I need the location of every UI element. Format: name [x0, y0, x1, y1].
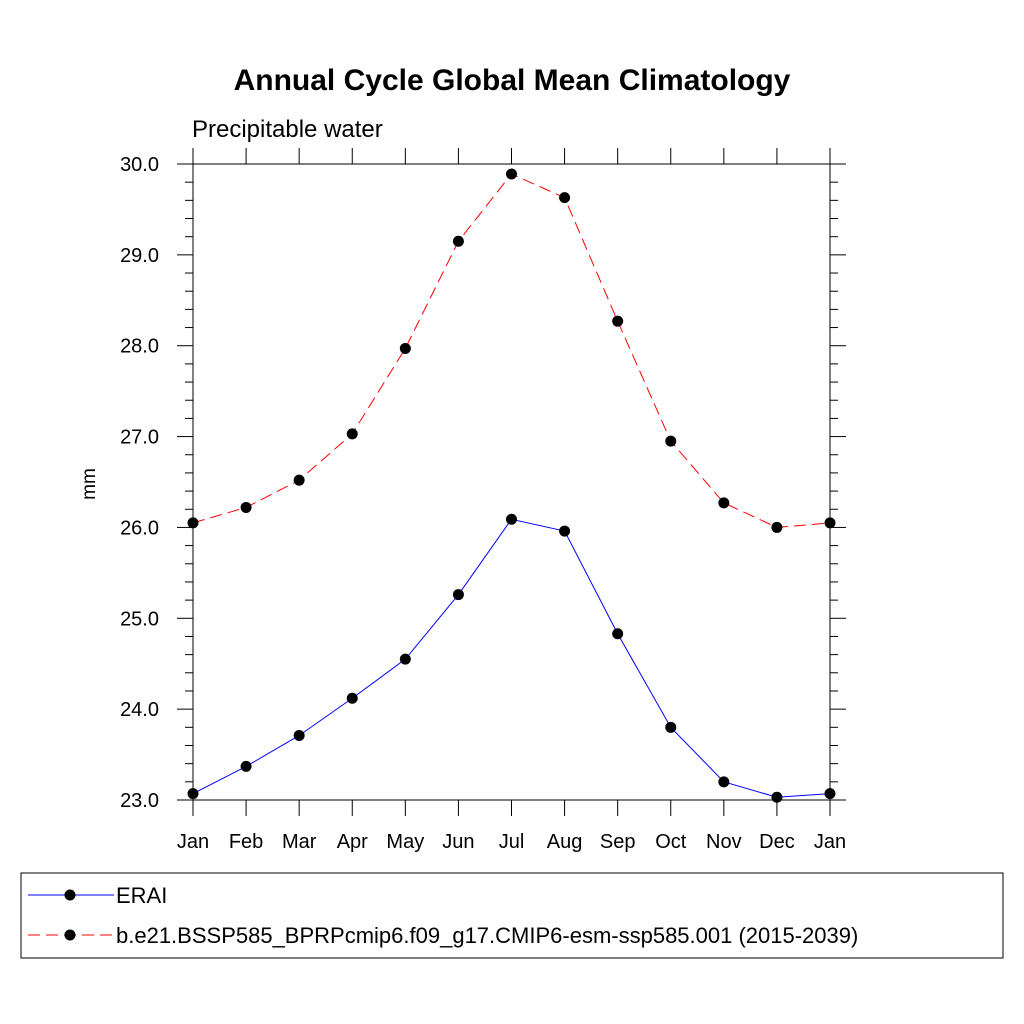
- x-tick-label: Apr: [337, 831, 368, 853]
- data-point: [665, 721, 677, 733]
- y-tick-label: 24.0: [120, 699, 159, 721]
- y-tick-label: 28.0: [120, 336, 159, 358]
- data-point: [187, 788, 199, 800]
- plot-frame: [192, 163, 831, 801]
- x-tick-label: Jan: [814, 831, 846, 853]
- y-tick-label: 26.0: [120, 517, 159, 539]
- x-tick-label: May: [386, 831, 424, 853]
- data-point: [506, 168, 517, 180]
- data-point: [771, 521, 783, 533]
- x-tick-label: Jun: [442, 831, 474, 853]
- data-point: [612, 628, 624, 640]
- y-tick-label: 27.0: [120, 427, 159, 449]
- data-point: [240, 501, 252, 513]
- data-point: [612, 315, 624, 327]
- x-tick-label: Nov: [706, 831, 742, 853]
- x-tick-label: Jan: [177, 831, 209, 853]
- legend-box: [20, 872, 1004, 959]
- series-line-1: [192, 173, 831, 528]
- x-tick-label: Oct: [655, 831, 687, 853]
- legend-marker-1: [64, 929, 76, 941]
- data-point: [506, 513, 517, 525]
- data-point: [452, 235, 464, 247]
- data-point: [824, 517, 836, 529]
- y-tick-label: 23.0: [120, 790, 159, 812]
- data-point: [346, 692, 358, 704]
- legend-label-0: ERAI: [116, 883, 167, 908]
- data-point: [399, 342, 411, 354]
- data-point: [718, 497, 730, 509]
- data-point: [187, 517, 199, 529]
- x-tick-label: Feb: [229, 831, 263, 853]
- legend-marker-0: [64, 889, 76, 901]
- chart-subtitle: Precipitable water: [192, 116, 383, 143]
- y-tick-label: 25.0: [120, 608, 159, 630]
- data-point: [559, 525, 571, 537]
- data-point: [771, 791, 783, 803]
- x-axis: Jan Feb Mar Apr May Jun Jul Aug Sep Oct Nov Dec Jan: [177, 148, 846, 853]
- series-layer: [187, 168, 836, 803]
- data-point: [665, 435, 677, 447]
- series-line-0: [192, 518, 831, 798]
- y-tick-label: 29.0: [120, 245, 159, 267]
- chart-title: Annual Cycle Global Mean Climatology: [234, 64, 791, 97]
- data-point: [452, 589, 464, 601]
- x-tick-label: Jul: [499, 831, 525, 853]
- y-axis: 23.0 24.0 25.0 26.0 27.0 28.0 29.0 30.0: [120, 154, 846, 812]
- legend: ERAI b.e21.BSSP585_BPRPcmip6.f09_g17.CMIP…: [28, 883, 858, 948]
- x-tick-label: Aug: [547, 831, 583, 853]
- data-point: [346, 428, 358, 440]
- x-tick-label: Mar: [282, 831, 317, 853]
- data-point: [824, 788, 836, 800]
- data-point: [293, 729, 305, 741]
- data-point: [718, 776, 730, 788]
- y-axis-label: mm: [79, 468, 100, 500]
- y-tick-label: 30.0: [120, 154, 159, 176]
- data-point: [240, 760, 252, 772]
- data-point: [293, 474, 305, 486]
- legend-label-1: b.e21.BSSP585_BPRPcmip6.f09_g17.CMIP6-es…: [116, 923, 858, 948]
- x-tick-label: Dec: [759, 831, 795, 853]
- data-point: [559, 192, 571, 204]
- x-tick-label: Sep: [600, 831, 636, 853]
- data-point: [399, 653, 411, 665]
